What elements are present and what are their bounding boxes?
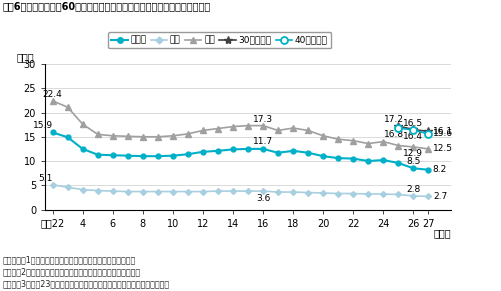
Text: 22.4: 22.4	[43, 90, 63, 99]
Text: 12.9: 12.9	[403, 149, 423, 158]
Text: 12.5: 12.5	[433, 144, 453, 153]
Text: （年）: （年）	[433, 228, 451, 238]
Text: 8.2: 8.2	[433, 165, 447, 174]
Text: 5.1: 5.1	[38, 174, 53, 183]
Text: 16.8: 16.8	[384, 130, 404, 139]
Text: 図袅6　週間就業時閖60時間以上の雇用者の割合の推移（男女計、男女別）: 図袅6 週間就業時閖60時間以上の雇用者の割合の推移（男女計、男女別）	[3, 1, 211, 11]
Text: 17.3: 17.3	[253, 115, 273, 124]
Text: 15.9: 15.9	[33, 121, 53, 130]
Text: 3.6: 3.6	[256, 194, 270, 203]
Text: 11.7: 11.7	[253, 137, 273, 146]
Text: 17.2: 17.2	[384, 115, 404, 124]
Text: 2.7: 2.7	[433, 192, 447, 201]
Text: （％）: （％）	[17, 53, 34, 63]
Text: 16.4: 16.4	[403, 132, 423, 141]
Text: （備考）　1．总務省「労働力調査（基本集計）」より作成。
　　　　2．非農林業雇用者数（休業者を除く）に占める割合。
　　　　3．平成23年値は、岩手県、宮城県: （備考） 1．总務省「労働力調査（基本集計）」より作成。 2．非農林業雇用者数（…	[3, 255, 170, 288]
Legend: 男女計, 女性, 男性, 30歳代男性, 40歳代男性: 男女計, 女性, 男性, 30歳代男性, 40歳代男性	[108, 32, 331, 48]
Text: 2.8: 2.8	[406, 185, 420, 194]
Text: 15.6: 15.6	[433, 129, 453, 138]
Text: 16.1: 16.1	[433, 127, 453, 136]
Text: 16.5: 16.5	[403, 118, 423, 127]
Text: 8.5: 8.5	[406, 157, 420, 166]
